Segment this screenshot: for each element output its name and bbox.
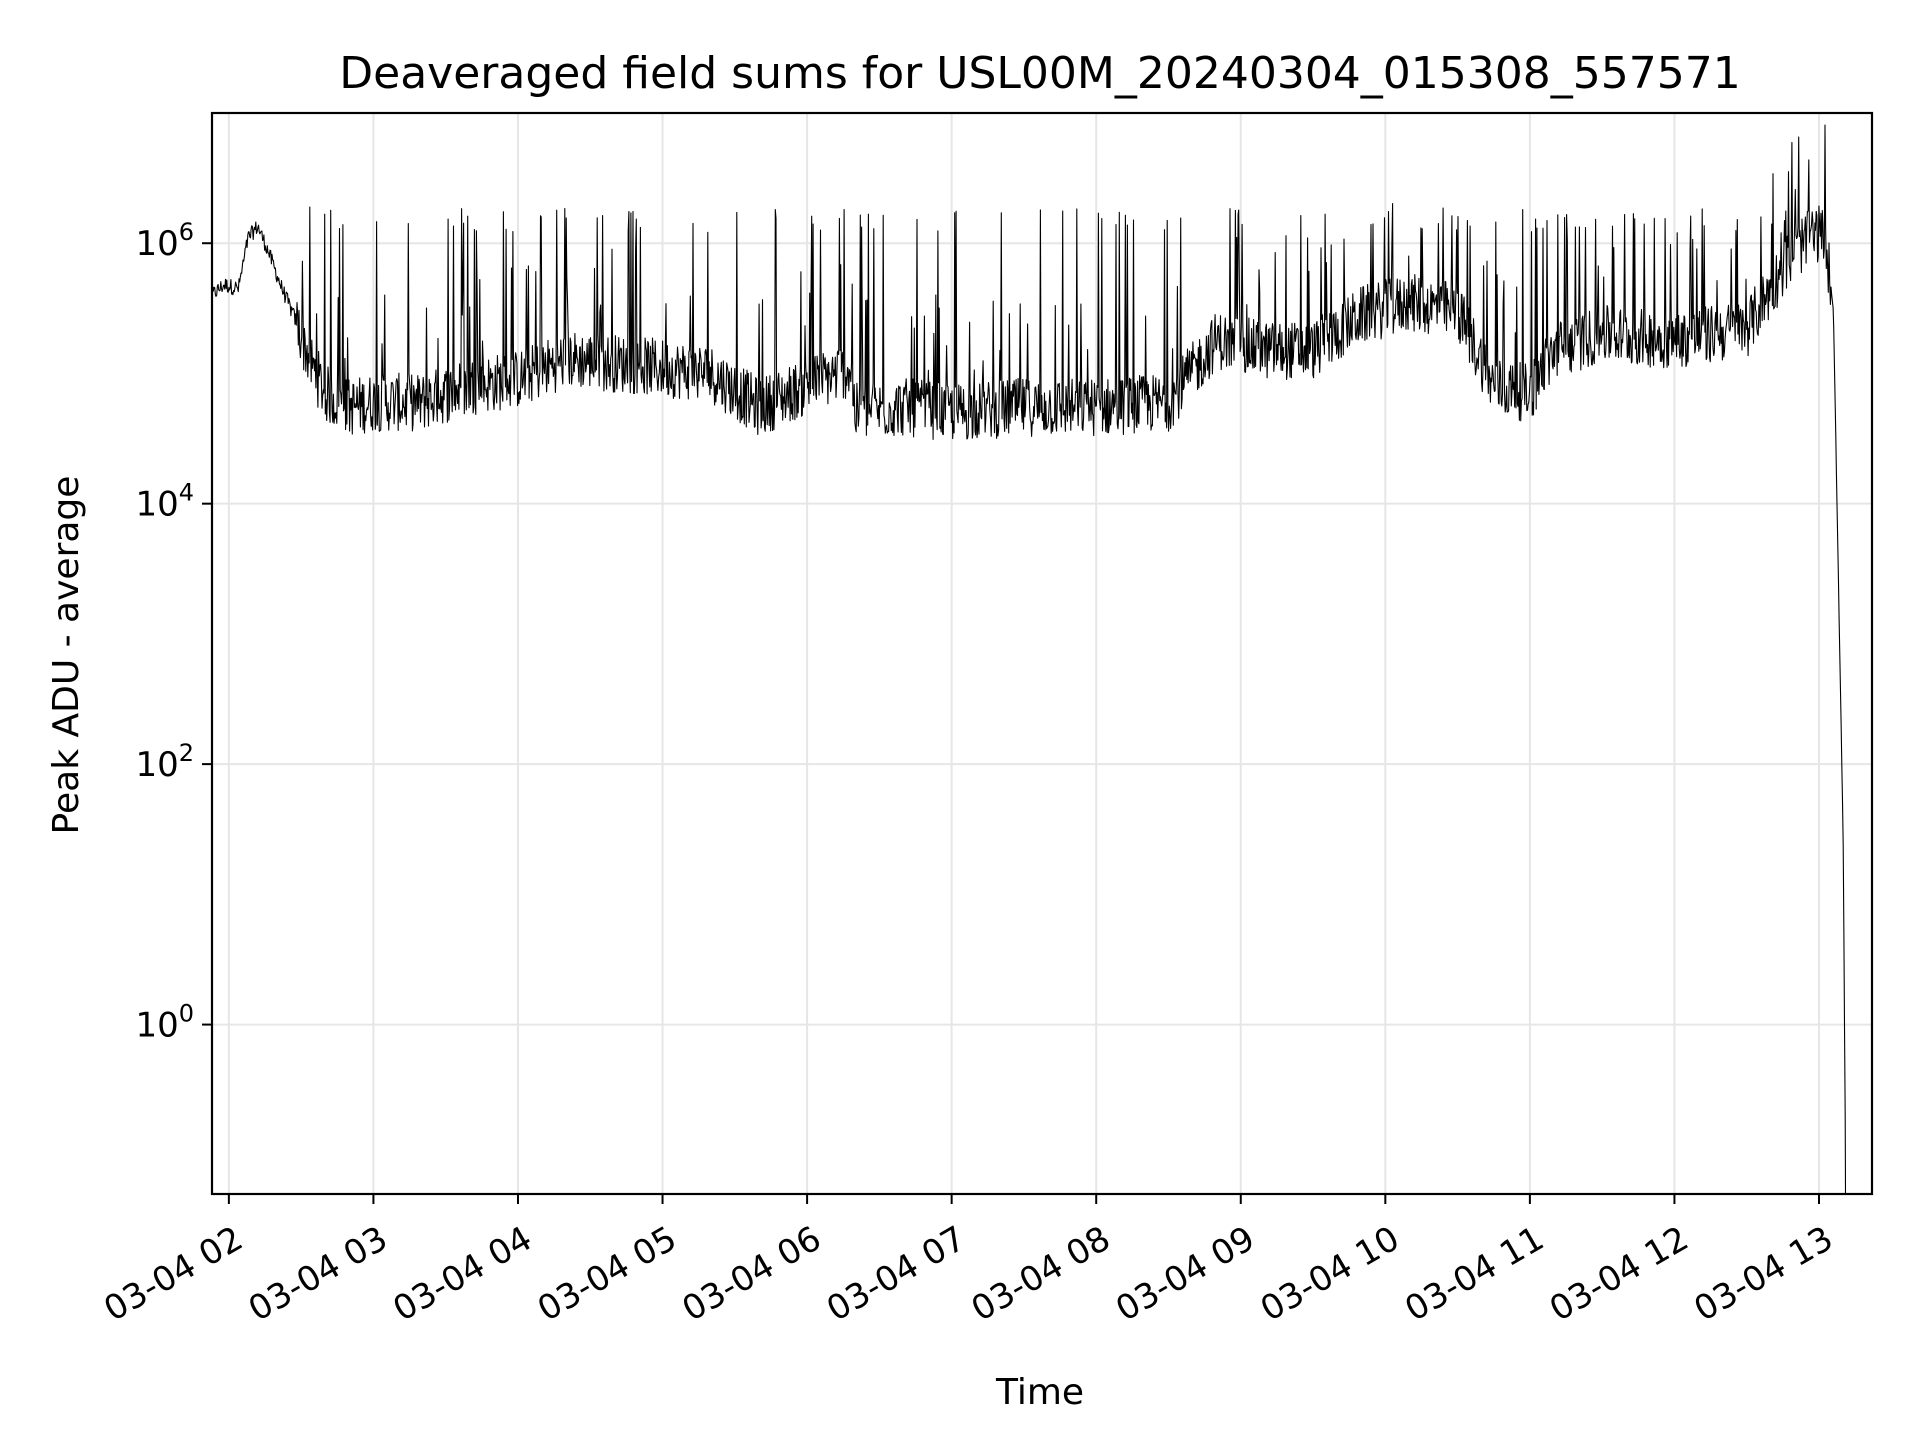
y-tick-label: 100 <box>135 1000 194 1046</box>
y-tick-label: 106 <box>135 218 194 264</box>
grid-layer <box>212 113 1872 1194</box>
y-axis-label: Peak ADU - average <box>46 476 87 835</box>
y-tick-label: 104 <box>135 479 194 525</box>
series-layer <box>211 124 1847 1195</box>
x-axis-label: Time <box>995 1372 1084 1413</box>
series-line <box>211 124 1847 1195</box>
plot-frame <box>210 111 1874 1196</box>
y-tick-label: 102 <box>135 739 194 785</box>
chart-title: Deaveraged field sums for USL00M_2024030… <box>339 48 1740 99</box>
